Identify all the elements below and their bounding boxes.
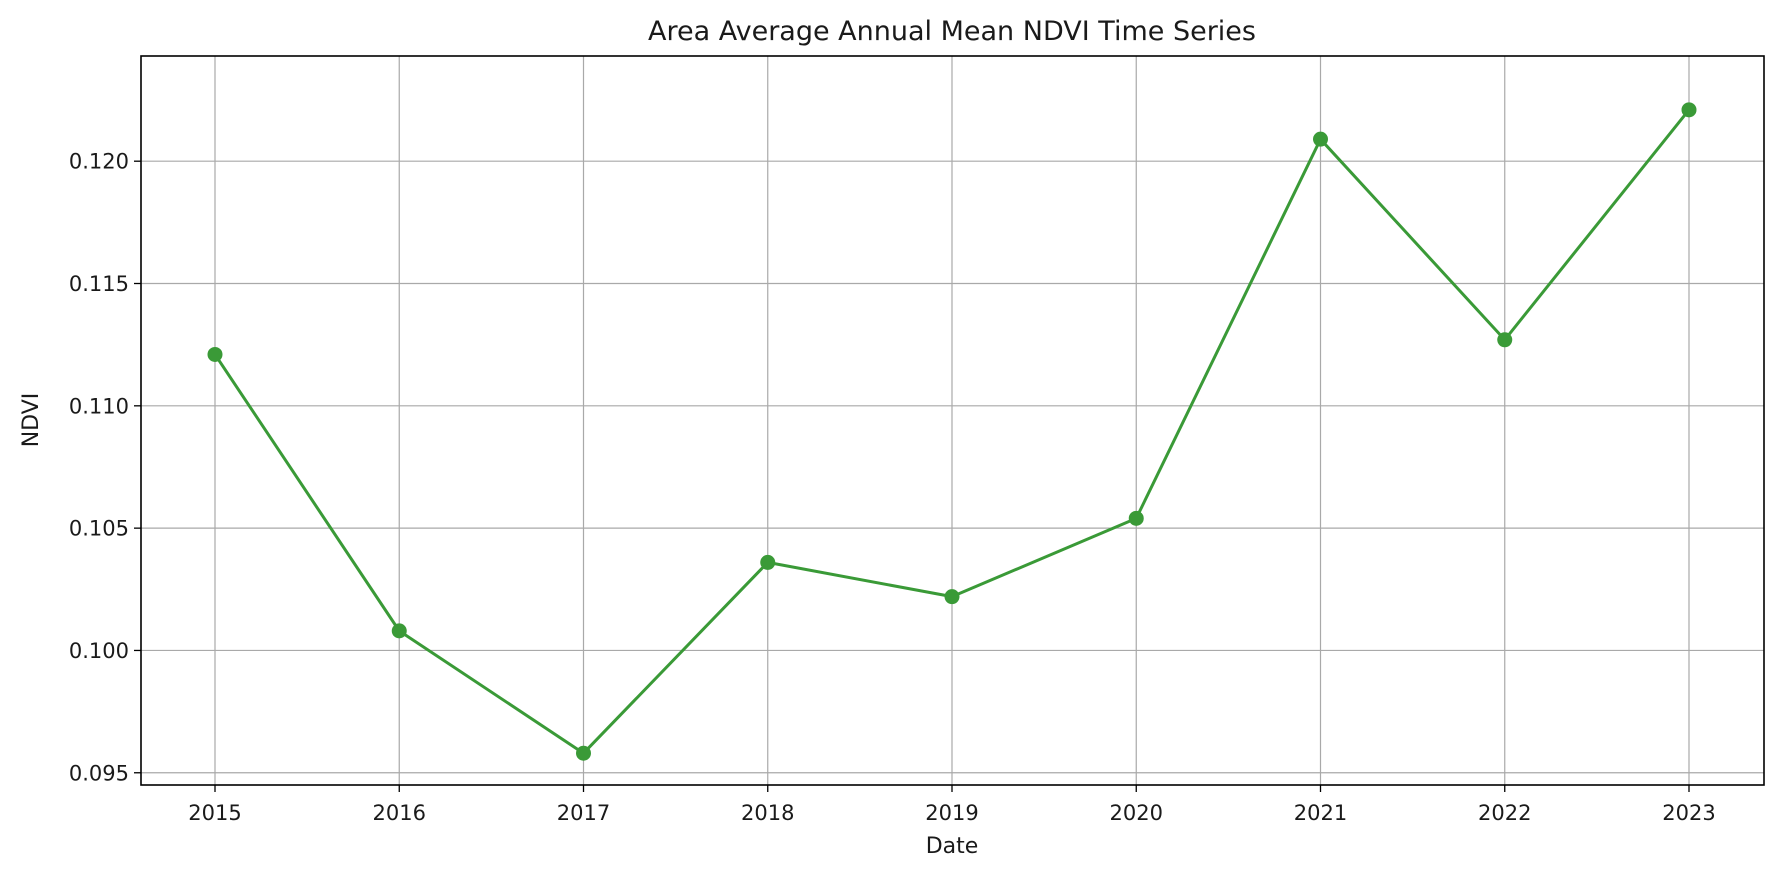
x-tick-label: 2017 [557,801,610,825]
x-tick-label: 2023 [1662,801,1715,825]
x-tick-label: 2015 [188,801,241,825]
x-tick-label: 2020 [1110,801,1163,825]
data-point [576,745,591,761]
x-axis-label: Date [926,834,979,859]
data-point [1497,332,1513,348]
y-tick-label: 0.100 [69,639,129,663]
y-tick-label: 0.095 [69,761,129,785]
x-tick-label: 2021 [1294,801,1347,825]
data-point [1313,131,1328,147]
data-point [207,346,223,362]
y-tick-label: 0.120 [69,150,129,174]
y-tick-label: 0.110 [69,394,129,418]
y-tick-label: 0.115 [69,272,129,296]
x-tick-label: 2022 [1478,801,1531,825]
ticks: 2015 2016 2017 2018 2019 2020 2021 2022 2023 0.09… [69,150,1716,825]
data-point [944,589,960,605]
data-point [1681,102,1697,118]
y-axis-label: NDVI [19,393,44,448]
x-tick-label: 2016 [373,801,426,825]
grid [141,56,1764,785]
series-layer [207,102,1697,761]
y-tick-label: 0.105 [69,517,129,541]
data-point [760,554,776,570]
x-tick-label: 2018 [741,801,794,825]
data-point [1128,510,1144,526]
data-point [391,623,407,639]
x-tick-label: 2019 [925,801,978,825]
chart-title: Area Average Annual Mean NDVI Time Serie… [648,16,1256,47]
